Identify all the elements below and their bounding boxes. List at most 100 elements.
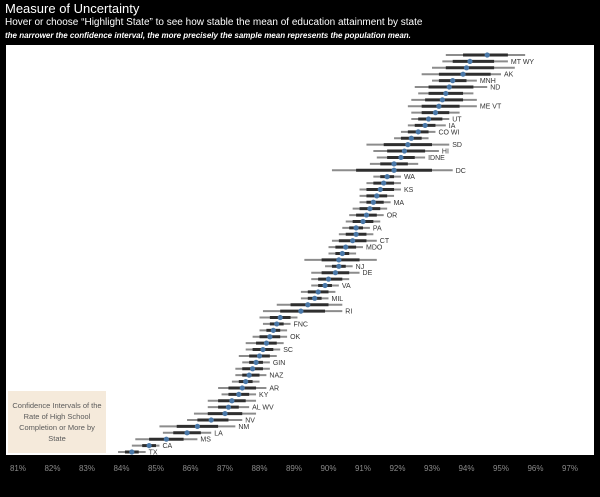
state-label: LA xyxy=(214,430,223,437)
ci-row[interactable] xyxy=(304,257,377,263)
ci-row[interactable] xyxy=(359,193,395,199)
mean-point xyxy=(370,199,376,205)
ci-row[interactable] xyxy=(231,378,260,385)
x-tick-label: 84% xyxy=(113,464,129,473)
ci-row[interactable] xyxy=(349,212,384,218)
mean-point xyxy=(129,449,135,455)
mean-point xyxy=(274,321,280,327)
ci-row[interactable] xyxy=(394,135,429,141)
ci-row[interactable] xyxy=(162,430,212,436)
ci-row[interactable] xyxy=(373,148,439,154)
ci-row[interactable] xyxy=(414,84,488,90)
mean-point xyxy=(391,167,397,173)
state-label: IDNE xyxy=(428,155,445,162)
x-tick-label: 86% xyxy=(182,464,198,473)
ci-row[interactable] xyxy=(235,366,270,372)
ci-row[interactable] xyxy=(207,404,250,410)
ci-row[interactable] xyxy=(311,276,350,282)
state-label: KS xyxy=(404,187,414,194)
ci-row[interactable] xyxy=(242,359,270,365)
mean-point xyxy=(463,65,470,71)
ci-row[interactable] xyxy=(407,103,477,109)
ci-row[interactable] xyxy=(445,52,526,58)
plot-background xyxy=(6,45,594,455)
ci-row[interactable] xyxy=(238,353,277,359)
state-label: NM xyxy=(238,424,249,431)
ci-row[interactable] xyxy=(218,385,267,391)
ci-row[interactable] xyxy=(411,116,450,122)
x-tick-label: 82% xyxy=(44,464,60,473)
ci-row[interactable] xyxy=(325,263,353,269)
ci-row[interactable] xyxy=(411,97,477,103)
state-label: AR xyxy=(269,385,279,392)
x-tick-label: 95% xyxy=(493,464,509,473)
ci-row[interactable] xyxy=(259,327,288,333)
ci-row[interactable] xyxy=(262,321,291,327)
ci-row[interactable] xyxy=(369,161,419,167)
ci-row[interactable] xyxy=(193,410,257,417)
ci-row[interactable] xyxy=(135,436,198,442)
ci-row[interactable] xyxy=(376,154,426,161)
state-label: RI xyxy=(345,309,352,316)
state-label: MIL xyxy=(332,296,344,303)
mean-point xyxy=(436,103,442,109)
ci-row[interactable] xyxy=(359,186,401,193)
ci-row[interactable] xyxy=(359,199,391,205)
ci-row[interactable] xyxy=(300,289,336,295)
state-label: PA xyxy=(373,225,382,232)
mean-point xyxy=(315,289,321,295)
ci-row[interactable] xyxy=(300,295,329,301)
ci-row[interactable] xyxy=(432,78,477,84)
ci-row[interactable] xyxy=(276,302,343,308)
ci-row[interactable] xyxy=(187,417,243,423)
ci-row[interactable] xyxy=(342,225,370,231)
mean-point xyxy=(260,346,266,353)
ci-row[interactable] xyxy=(331,238,377,244)
ci-row[interactable] xyxy=(311,270,360,276)
mean-point xyxy=(484,52,490,58)
mean-point xyxy=(277,314,283,321)
ci-row[interactable] xyxy=(345,218,381,225)
ci-row[interactable] xyxy=(235,372,267,378)
ci-row[interactable] xyxy=(366,142,450,148)
ci-row[interactable] xyxy=(131,442,160,449)
state-label: SD xyxy=(452,142,462,149)
ci-row[interactable] xyxy=(338,231,374,237)
ci-row[interactable] xyxy=(245,346,281,353)
page-subtitle: Hover or choose “Highlight State” to see… xyxy=(5,17,423,28)
mean-point xyxy=(353,231,359,237)
ci-row[interactable] xyxy=(352,206,388,212)
ci-row[interactable] xyxy=(418,90,474,97)
x-tick-label: 92% xyxy=(389,464,405,473)
ci-row[interactable] xyxy=(400,129,436,135)
ci-row[interactable] xyxy=(262,308,343,314)
ci-row[interactable] xyxy=(311,282,339,289)
ci-row[interactable] xyxy=(432,65,515,71)
ci-row[interactable] xyxy=(207,398,257,404)
ci-row[interactable] xyxy=(118,449,146,455)
x-tick-label: 88% xyxy=(251,464,267,473)
ci-row[interactable] xyxy=(373,174,401,180)
mean-point xyxy=(336,263,342,269)
ci-row[interactable] xyxy=(411,110,460,116)
mean-point xyxy=(460,71,466,77)
ci-row[interactable] xyxy=(245,340,284,346)
state-label: ME VT xyxy=(480,104,502,111)
ci-row[interactable] xyxy=(221,391,257,397)
x-tick-label: 89% xyxy=(286,464,302,473)
ci-row[interactable] xyxy=(252,334,288,340)
page-title: Measure of Uncertainty xyxy=(5,1,140,16)
mean-point xyxy=(339,250,345,257)
ci-row[interactable] xyxy=(328,250,357,257)
ci-row[interactable] xyxy=(331,167,453,173)
ci-row[interactable] xyxy=(442,58,508,65)
mean-point xyxy=(322,282,328,289)
ci-row[interactable] xyxy=(259,314,298,321)
ci-row[interactable] xyxy=(421,71,501,77)
ci-row[interactable] xyxy=(366,180,401,186)
ci-row[interactable] xyxy=(407,122,446,129)
ci-row[interactable] xyxy=(328,244,364,250)
mean-point xyxy=(236,391,242,397)
ci-row[interactable] xyxy=(159,423,236,429)
